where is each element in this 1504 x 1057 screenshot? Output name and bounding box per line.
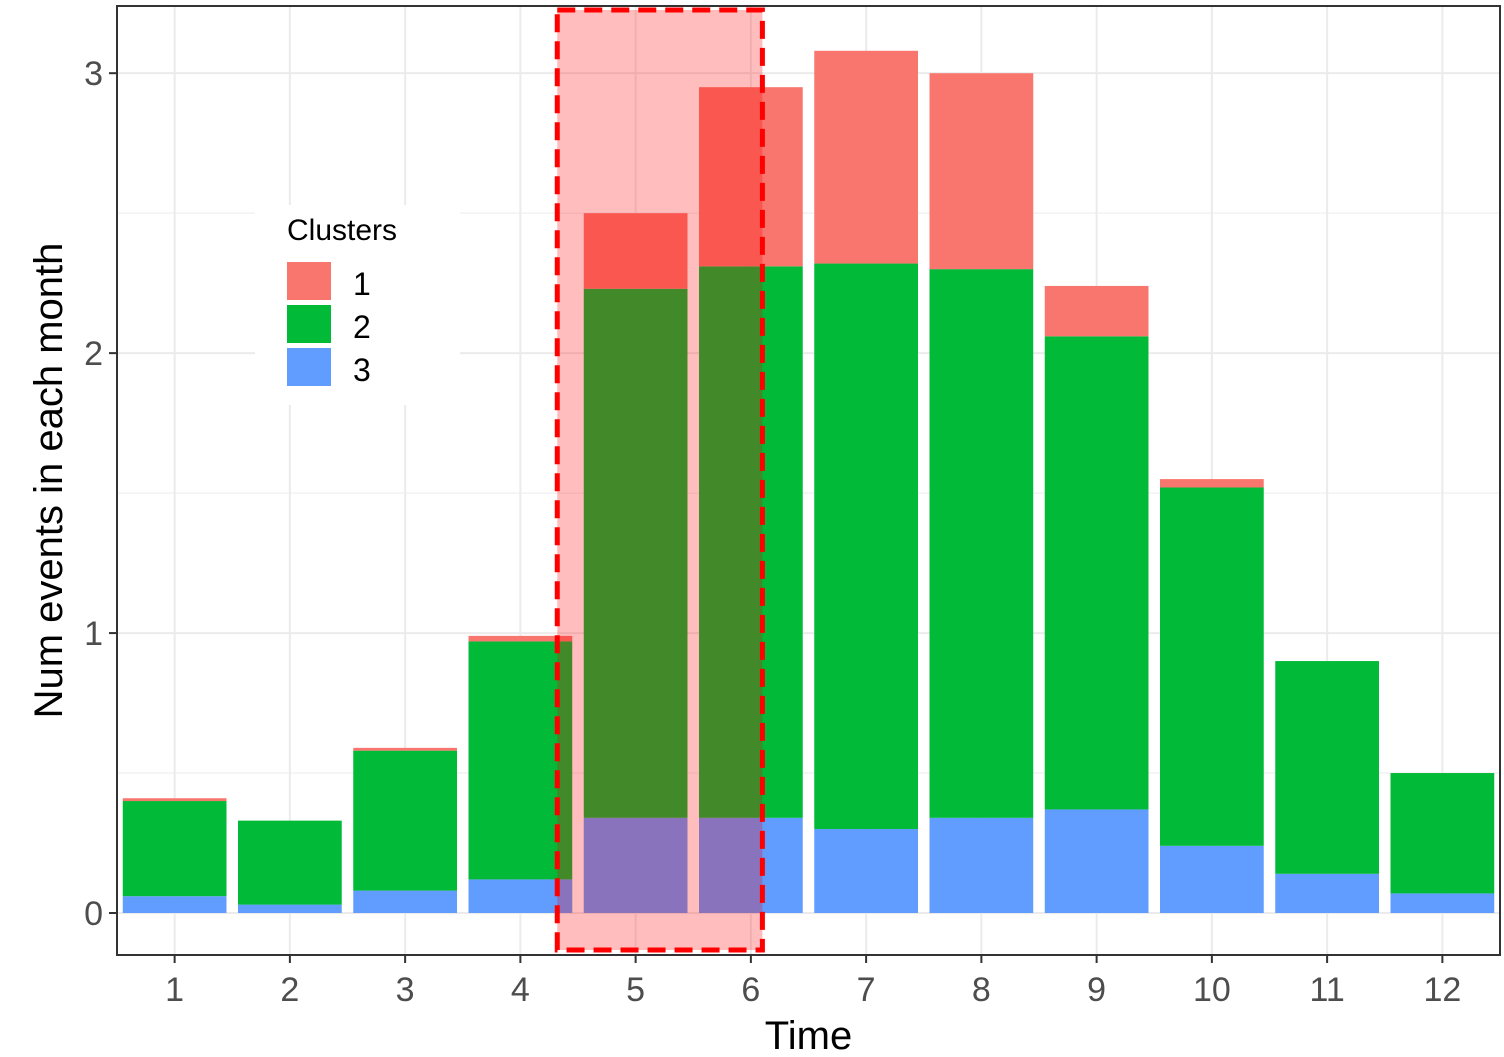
x-tick-label: 9	[1087, 971, 1106, 1009]
bar-segment-cluster-1-month-1	[122, 798, 227, 802]
x-tick-label: 6	[741, 971, 760, 1009]
legend-key-cluster-2	[287, 305, 331, 343]
bar-segment-cluster-1-month-5	[583, 213, 688, 289]
bar-segment-cluster-2-month-2	[238, 820, 342, 905]
bar-segment-cluster-2-month-12	[1390, 773, 1495, 894]
panel-border	[116, 5, 1501, 956]
legend: Clusters 1 2 3	[255, 205, 460, 405]
x-axis-title: Time	[765, 1014, 852, 1057]
x-tick-label: 1	[165, 971, 184, 1009]
y-axis-title: Num events in each month	[27, 243, 71, 719]
bar-segment-cluster-3-month-7	[814, 829, 918, 914]
y-tick-label: 1	[84, 615, 103, 653]
bar-segment-cluster-2-month-5	[583, 288, 688, 818]
bar-segment-cluster-2-month-9	[1044, 336, 1149, 810]
highlight-fill	[557, 10, 763, 950]
x-tick-label: 2	[280, 971, 299, 1009]
bar-segment-cluster-2-month-10	[1160, 487, 1264, 846]
bar-segment-cluster-1-month-9	[1044, 285, 1149, 337]
bar-segment-cluster-1-month-4	[468, 635, 573, 642]
bar-segment-cluster-3-month-5	[583, 817, 688, 914]
x-tick-label: 10	[1193, 971, 1231, 1009]
x-tick-label: 7	[857, 971, 876, 1009]
bar-segment-cluster-1-month-7	[814, 50, 918, 264]
plot-panel	[117, 6, 1500, 955]
bar-segment-cluster-3-month-12	[1390, 893, 1495, 914]
legend-key-cluster-3	[287, 348, 331, 386]
bar-segment-cluster-2-month-8	[929, 269, 1034, 818]
bar-segment-cluster-2-month-6	[699, 266, 803, 818]
highlight-dashed-border	[554, 7, 765, 953]
bar-segment-cluster-3-month-9	[1044, 809, 1149, 914]
bar-segment-cluster-1-month-3	[353, 747, 457, 751]
x-tick-label: 3	[396, 971, 415, 1009]
bar-segment-cluster-3-month-2	[238, 904, 342, 914]
bar-segment-cluster-3-month-1	[122, 896, 227, 914]
bar-segment-cluster-2-month-1	[122, 801, 227, 897]
bar-segment-cluster-1-month-10	[1160, 479, 1264, 488]
bar-segment-cluster-3-month-8	[929, 817, 1034, 914]
bar-segment-cluster-3-month-11	[1275, 873, 1379, 914]
bar-segment-cluster-2-month-7	[814, 263, 918, 830]
bar-segment-cluster-3-month-3	[353, 890, 457, 914]
y-tick-label: 3	[84, 55, 103, 93]
legend-label-cluster-1: 1	[353, 266, 371, 302]
legend-label-cluster-2: 2	[353, 309, 371, 345]
bar-segment-cluster-2-month-3	[353, 750, 457, 891]
legend-title: Clusters	[287, 214, 397, 247]
bars	[122, 50, 1495, 914]
bar-segment-cluster-3-month-10	[1160, 845, 1264, 914]
bar-segment-cluster-1-month-6	[699, 87, 803, 267]
x-tick-label: 12	[1423, 971, 1461, 1009]
legend-key-cluster-1	[287, 262, 331, 300]
y-tick-label: 2	[84, 335, 103, 373]
bar-segment-cluster-1-month-8	[929, 73, 1034, 270]
x-tick-label: 8	[972, 971, 991, 1009]
x-tick-label: 11	[1309, 971, 1344, 1009]
bar-segment-cluster-2-month-11	[1275, 661, 1379, 874]
x-tick-label: 5	[626, 971, 645, 1009]
x-tick-label: 4	[511, 971, 530, 1009]
y-tick-label: 0	[84, 895, 103, 933]
bar-segment-cluster-3-month-6	[699, 817, 803, 914]
legend-label-cluster-3: 3	[353, 352, 371, 388]
